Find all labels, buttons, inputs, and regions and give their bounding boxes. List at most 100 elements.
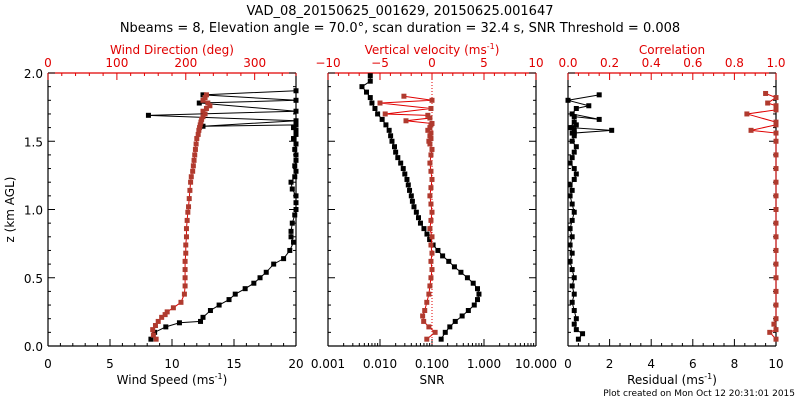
data-point bbox=[428, 152, 434, 158]
data-point bbox=[596, 92, 602, 98]
top-x-tick-label: 200 bbox=[174, 56, 197, 70]
data-point bbox=[226, 297, 232, 303]
data-point bbox=[573, 105, 579, 111]
data-point bbox=[293, 118, 299, 124]
data-point bbox=[422, 308, 428, 314]
top-x-tick-label: 0 bbox=[44, 56, 52, 70]
series-line bbox=[567, 94, 612, 340]
panel-left: 0.0 0.5 1.0 1.5 2.0 z (km AGL) 0 5 10 15 20 Wind Sp… bbox=[3, 43, 304, 387]
data-point bbox=[748, 127, 754, 133]
top-x-tick-label: 10 bbox=[528, 56, 543, 70]
data-point bbox=[216, 302, 222, 308]
data-point bbox=[185, 209, 191, 215]
data-point bbox=[293, 97, 299, 103]
data-point bbox=[571, 149, 577, 155]
data-point bbox=[292, 212, 298, 218]
data-point bbox=[429, 250, 435, 256]
data-point bbox=[289, 186, 295, 192]
data-point bbox=[205, 100, 211, 106]
data-point bbox=[369, 100, 375, 106]
data-point bbox=[773, 247, 779, 253]
data-point bbox=[293, 108, 299, 114]
x-tick-label: 0.001 bbox=[311, 357, 345, 371]
data-point bbox=[402, 171, 408, 177]
data-point bbox=[292, 174, 298, 180]
top-x-tick-label: 5 bbox=[480, 56, 488, 70]
data-point bbox=[571, 275, 577, 281]
series-snr bbox=[359, 73, 482, 342]
data-point bbox=[773, 103, 779, 109]
data-point bbox=[182, 267, 188, 273]
data-point bbox=[383, 122, 389, 128]
data-point bbox=[567, 182, 573, 188]
data-point bbox=[571, 321, 577, 327]
data-point bbox=[424, 231, 430, 237]
data-point bbox=[427, 115, 433, 121]
data-point bbox=[393, 149, 399, 155]
data-point bbox=[200, 314, 206, 320]
data-point bbox=[773, 316, 779, 322]
data-point bbox=[200, 92, 206, 98]
data-point bbox=[191, 157, 197, 163]
data-point bbox=[765, 100, 771, 106]
data-point bbox=[188, 179, 194, 185]
data-point bbox=[569, 250, 575, 256]
data-point bbox=[176, 320, 182, 326]
data-point bbox=[293, 131, 299, 137]
data-point bbox=[193, 141, 199, 147]
data-point bbox=[184, 217, 190, 223]
data-point bbox=[203, 92, 209, 98]
data-point bbox=[152, 329, 158, 335]
data-point bbox=[288, 234, 294, 240]
data-point bbox=[569, 111, 575, 117]
data-point bbox=[596, 116, 602, 122]
data-point bbox=[571, 209, 577, 215]
data-point bbox=[429, 176, 435, 182]
data-point bbox=[382, 111, 388, 117]
data-point bbox=[426, 291, 432, 297]
data-point bbox=[773, 193, 779, 199]
data-point bbox=[202, 95, 208, 101]
data-point bbox=[281, 256, 287, 262]
title-line-2: Nbeams = 8, Elevation angle = 70.0°, sca… bbox=[120, 21, 680, 36]
x-tick-label: 10.000 bbox=[515, 357, 557, 371]
data-point bbox=[432, 329, 438, 335]
footer-timestamp: Plot created on Mon Oct 12 20:31:01 2015 bbox=[603, 389, 795, 399]
data-point bbox=[202, 111, 208, 117]
data-point bbox=[196, 127, 202, 133]
top-x-axis-label: Wind Direction (deg) bbox=[110, 43, 234, 57]
data-point bbox=[428, 217, 434, 223]
data-point bbox=[427, 141, 433, 147]
data-point bbox=[428, 185, 434, 191]
data-point bbox=[403, 118, 409, 124]
data-point bbox=[429, 121, 435, 127]
data-point bbox=[609, 127, 615, 133]
data-point bbox=[293, 122, 299, 128]
data-point bbox=[571, 133, 577, 139]
data-point bbox=[293, 127, 299, 133]
data-point bbox=[251, 280, 257, 286]
series-vertical-velocity bbox=[377, 93, 438, 342]
data-point bbox=[569, 234, 575, 240]
top-x-tick-label: 0.4 bbox=[642, 56, 661, 70]
data-point bbox=[571, 176, 577, 182]
data-point bbox=[388, 133, 394, 139]
data-point bbox=[446, 258, 452, 264]
data-point bbox=[767, 329, 773, 335]
data-point bbox=[428, 275, 434, 281]
x-tick-label: 6 bbox=[689, 357, 697, 371]
data-point bbox=[182, 283, 188, 289]
data-point bbox=[773, 138, 779, 144]
data-point bbox=[194, 136, 200, 142]
top-x-tick-label: 300 bbox=[243, 56, 266, 70]
data-point bbox=[178, 299, 184, 305]
data-point bbox=[287, 247, 293, 253]
data-point bbox=[207, 103, 213, 109]
top-x-tick-label: 0 bbox=[428, 56, 436, 70]
data-point bbox=[420, 313, 426, 319]
top-x-tick-label: −10 bbox=[315, 56, 340, 70]
data-point bbox=[464, 275, 470, 281]
data-point bbox=[401, 93, 407, 99]
data-point bbox=[190, 163, 196, 169]
data-point bbox=[291, 136, 297, 142]
